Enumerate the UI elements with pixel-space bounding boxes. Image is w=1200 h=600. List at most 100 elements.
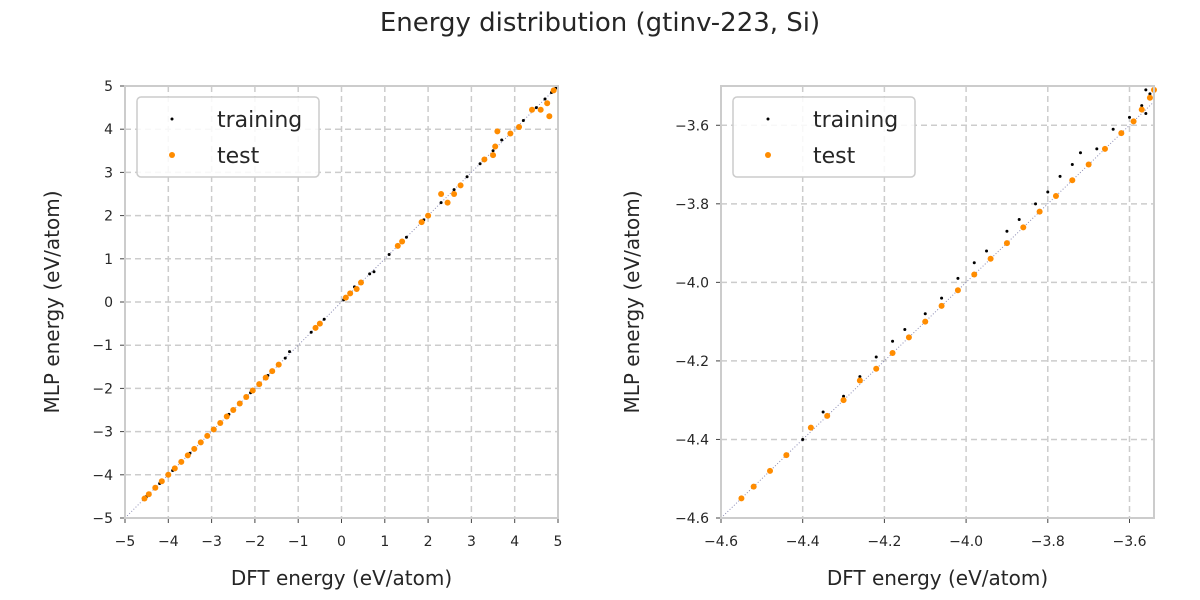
legend-label-test: test [813, 144, 856, 169]
test-point [529, 106, 536, 113]
legend-marker-test [765, 152, 771, 158]
test-point [954, 287, 961, 294]
test-point [256, 381, 263, 388]
test-point [425, 212, 432, 219]
training-point [1111, 127, 1115, 131]
axes-frame [720, 85, 1155, 519]
test-point [394, 242, 401, 249]
x-tick-label: −2 [245, 534, 266, 550]
training-point [956, 276, 960, 280]
test-point [1146, 94, 1153, 101]
test-point [971, 271, 978, 278]
training-point [283, 356, 287, 360]
test-point [546, 113, 553, 120]
x-tick-label: −4.4 [786, 534, 820, 550]
training-point [465, 175, 469, 179]
test-point [141, 495, 148, 502]
y-tick-label: −4.6 [675, 511, 709, 527]
legend-label-training: training [813, 108, 898, 133]
axes-frame [124, 85, 559, 519]
test-point [1101, 145, 1108, 152]
test-point [738, 495, 745, 502]
test-point [249, 387, 256, 394]
x-tick-label: −5 [115, 534, 136, 550]
y-tick-label: −4.0 [675, 275, 709, 291]
y-tick-label: 5 [104, 79, 113, 95]
test-point [184, 452, 191, 459]
training-point [1148, 92, 1152, 96]
test-point [807, 424, 814, 431]
x-tick-label: 3 [467, 534, 476, 550]
test-point [1020, 224, 1027, 231]
panel-2: −4.6 −4.4 −4.2 −4.0 −3.8 −3.6 −4.6 −4.4 −4.2 −4.0… [620, 85, 1157, 590]
figure-title: Energy distribution (gtinv-223, Si) [379, 8, 821, 38]
x-axis-label: DFT energy (eV/atom) [231, 566, 452, 590]
training-point [1005, 229, 1009, 233]
test-point [236, 400, 243, 407]
training-point [491, 149, 495, 153]
training-point [801, 437, 805, 441]
legend: training test [136, 96, 320, 178]
x-tick-label: −4.0 [949, 534, 983, 550]
test-point [230, 407, 237, 413]
training-point [891, 339, 895, 343]
test-point [217, 419, 224, 426]
test-point [1138, 106, 1145, 113]
training-point [534, 106, 538, 110]
legend-marker-test [169, 152, 175, 158]
x-tick-label: 2 [424, 534, 433, 550]
test-point [1130, 118, 1137, 125]
y-tick-label: −3 [92, 425, 113, 441]
panel-1: −5 −4 −3 −2 −1 0 1 2 3 4 5 −5 −4 −3 −2 −1 0 1 2 3 4 5 DFT ener… [40, 79, 562, 590]
test-point [1085, 161, 1092, 168]
legend-marker-training [766, 117, 770, 121]
training-point [985, 249, 989, 253]
y-tick-label: −4.4 [675, 432, 709, 448]
test-point [145, 491, 152, 498]
test-point [269, 368, 276, 375]
x-tick-label: 4 [510, 534, 519, 550]
training-point [903, 327, 907, 331]
test-point [204, 432, 211, 439]
training-point [1127, 115, 1131, 119]
training-point [372, 270, 376, 274]
test-point [873, 365, 880, 372]
test-point [507, 130, 514, 137]
test-point [152, 484, 159, 491]
test-point [165, 471, 172, 478]
test-point [840, 397, 847, 404]
test-point [1052, 192, 1059, 199]
test-point [178, 458, 185, 465]
training-point [972, 261, 976, 265]
y-tick-label: 0 [104, 295, 113, 311]
legend-marker-training [170, 117, 174, 121]
legend: training test [732, 96, 916, 178]
y-tick-label: −4 [92, 468, 113, 484]
diagonal-line [720, 101, 1155, 519]
test-point [987, 255, 994, 262]
test-point [418, 219, 425, 226]
x-tick-label: 1 [380, 534, 389, 550]
x-tick-label: −4 [158, 534, 179, 550]
test-point [490, 152, 497, 159]
x-tick-label: −3 [201, 534, 222, 550]
test-point [243, 394, 250, 401]
legend-box [732, 96, 916, 178]
training-point [387, 252, 391, 256]
test-point [550, 87, 557, 94]
training-point [940, 296, 944, 300]
test-point [905, 334, 912, 341]
y-tick-label: 2 [104, 209, 113, 225]
training-point [1058, 174, 1062, 178]
training-point [1144, 88, 1148, 92]
training-point [309, 330, 313, 334]
training-point [821, 410, 825, 414]
test-point [481, 156, 488, 163]
y-tick-label: 1 [104, 252, 113, 268]
training-point [874, 355, 878, 359]
training-point [1070, 163, 1074, 167]
test-point [171, 465, 178, 472]
training-point [322, 317, 326, 321]
legend-box [136, 96, 320, 178]
